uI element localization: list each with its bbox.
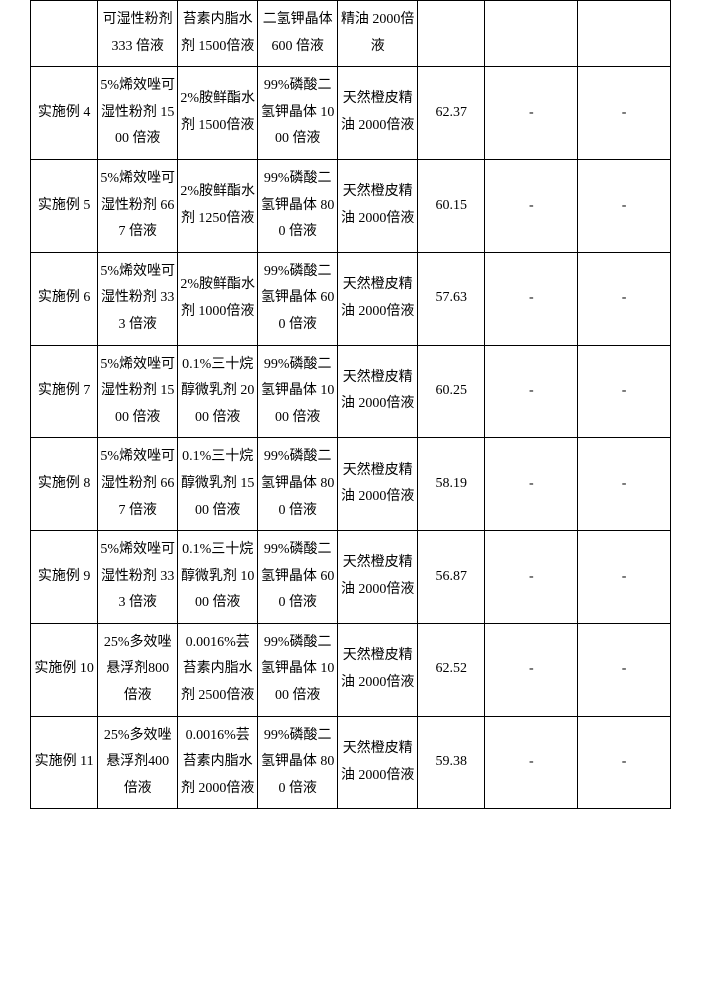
cell-col3: 二氢钾晶体 600 倍液: [258, 1, 338, 67]
cell-col2: 0.1%三十烷醇微乳剂 1000 倍液: [178, 531, 258, 624]
cell-extra1: -: [485, 252, 578, 345]
cell-col3: 99%磷酸二氢钾晶体 1000 倍液: [258, 345, 338, 438]
cell-col3: 99%磷酸二氢钾晶体 1000 倍液: [258, 67, 338, 160]
table-row: 实施例 7 5%烯效唑可湿性粉剂 1500 倍液 0.1%三十烷醇微乳剂 200…: [31, 345, 671, 438]
table-row: 实施例 6 5%烯效唑可湿性粉剂 333 倍液 2%胺鲜酯水剂 1000倍液 9…: [31, 252, 671, 345]
cell-label: 实施例 6: [31, 252, 98, 345]
cell-extra2: -: [578, 438, 671, 531]
cell-col2: 0.0016%芸苔素内脂水剂 2000倍液: [178, 716, 258, 809]
page: 可湿性粉剂 333 倍液 苔素内脂水剂 1500倍液 二氢钾晶体 600 倍液 …: [0, 0, 701, 839]
cell-col4: 天然橙皮精油 2000倍液: [338, 252, 418, 345]
cell-extra1: -: [485, 67, 578, 160]
cell-extra1: -: [485, 531, 578, 624]
cell-label: 实施例 7: [31, 345, 98, 438]
cell-col2: 2%胺鲜酯水剂 1250倍液: [178, 159, 258, 252]
cell-val: 59.38: [418, 716, 485, 809]
table-body: 可湿性粉剂 333 倍液 苔素内脂水剂 1500倍液 二氢钾晶体 600 倍液 …: [31, 1, 671, 809]
cell-col2: 0.0016%芸苔素内脂水剂 2500倍液: [178, 623, 258, 716]
cell-extra1: -: [485, 716, 578, 809]
cell-col3: 99%磷酸二氢钾晶体 1000 倍液: [258, 623, 338, 716]
table-row: 实施例 9 5%烯效唑可湿性粉剂 333 倍液 0.1%三十烷醇微乳剂 1000…: [31, 531, 671, 624]
cell-val: [418, 1, 485, 67]
cell-extra1: -: [485, 623, 578, 716]
cell-extra2: [578, 1, 671, 67]
cell-extra2: -: [578, 345, 671, 438]
cell-col4: 天然橙皮精油 2000倍液: [338, 345, 418, 438]
cell-label: 实施例 11: [31, 716, 98, 809]
cell-col3: 99%磷酸二氢钾晶体 800 倍液: [258, 159, 338, 252]
cell-extra1: -: [485, 345, 578, 438]
cell-label: 实施例 8: [31, 438, 98, 531]
cell-col4: 天然橙皮精油 2000倍液: [338, 67, 418, 160]
cell-col1: 5%烯效唑可湿性粉剂 1500 倍液: [98, 345, 178, 438]
cell-extra2: -: [578, 531, 671, 624]
data-table: 可湿性粉剂 333 倍液 苔素内脂水剂 1500倍液 二氢钾晶体 600 倍液 …: [30, 0, 671, 809]
cell-col3: 99%磷酸二氢钾晶体 600 倍液: [258, 531, 338, 624]
cell-col1: 5%烯效唑可湿性粉剂 667 倍液: [98, 159, 178, 252]
cell-val: 58.19: [418, 438, 485, 531]
cell-val: 60.25: [418, 345, 485, 438]
cell-val: 60.15: [418, 159, 485, 252]
cell-extra1: -: [485, 159, 578, 252]
cell-extra1: -: [485, 438, 578, 531]
cell-label: 实施例 4: [31, 67, 98, 160]
cell-label: 实施例 5: [31, 159, 98, 252]
cell-col1: 5%烯效唑可湿性粉剂 333 倍液: [98, 531, 178, 624]
cell-col2: 0.1%三十烷醇微乳剂 2000 倍液: [178, 345, 258, 438]
cell-col4: 天然橙皮精油 2000倍液: [338, 716, 418, 809]
cell-col4: 天然橙皮精油 2000倍液: [338, 438, 418, 531]
cell-col1: 5%烯效唑可湿性粉剂 333 倍液: [98, 252, 178, 345]
cell-col2: 0.1%三十烷醇微乳剂 1500 倍液: [178, 438, 258, 531]
table-row: 实施例 8 5%烯效唑可湿性粉剂 667 倍液 0.1%三十烷醇微乳剂 1500…: [31, 438, 671, 531]
table-row: 实施例 5 5%烯效唑可湿性粉剂 667 倍液 2%胺鲜酯水剂 1250倍液 9…: [31, 159, 671, 252]
cell-extra2: -: [578, 159, 671, 252]
cell-val: 57.63: [418, 252, 485, 345]
cell-col4: 天然橙皮精油 2000倍液: [338, 159, 418, 252]
cell-col4: 天然橙皮精油 2000倍液: [338, 531, 418, 624]
table-row: 实施例 11 25%多效唑悬浮剂400 倍液 0.0016%芸苔素内脂水剂 20…: [31, 716, 671, 809]
cell-val: 62.37: [418, 67, 485, 160]
cell-extra2: -: [578, 716, 671, 809]
cell-extra2: -: [578, 623, 671, 716]
cell-col3: 99%磷酸二氢钾晶体 800 倍液: [258, 716, 338, 809]
cell-extra2: -: [578, 252, 671, 345]
cell-col2: 苔素内脂水剂 1500倍液: [178, 1, 258, 67]
cell-col1: 5%烯效唑可湿性粉剂 1500 倍液: [98, 67, 178, 160]
cell-extra2: -: [578, 67, 671, 160]
cell-col1: 25%多效唑悬浮剂400 倍液: [98, 716, 178, 809]
cell-col1: 25%多效唑悬浮剂800 倍液: [98, 623, 178, 716]
cell-label: [31, 1, 98, 67]
cell-col4: 精油 2000倍液: [338, 1, 418, 67]
cell-col3: 99%磷酸二氢钾晶体 800 倍液: [258, 438, 338, 531]
table-row: 可湿性粉剂 333 倍液 苔素内脂水剂 1500倍液 二氢钾晶体 600 倍液 …: [31, 1, 671, 67]
cell-extra1: [485, 1, 578, 67]
cell-col2: 2%胺鲜酯水剂 1500倍液: [178, 67, 258, 160]
cell-label: 实施例 9: [31, 531, 98, 624]
cell-col2: 2%胺鲜酯水剂 1000倍液: [178, 252, 258, 345]
cell-val: 62.52: [418, 623, 485, 716]
cell-col4: 天然橙皮精油 2000倍液: [338, 623, 418, 716]
cell-val: 56.87: [418, 531, 485, 624]
cell-col1: 5%烯效唑可湿性粉剂 667 倍液: [98, 438, 178, 531]
table-row: 实施例 4 5%烯效唑可湿性粉剂 1500 倍液 2%胺鲜酯水剂 1500倍液 …: [31, 67, 671, 160]
cell-label: 实施例 10: [31, 623, 98, 716]
cell-col3: 99%磷酸二氢钾晶体 600 倍液: [258, 252, 338, 345]
cell-col1: 可湿性粉剂 333 倍液: [98, 1, 178, 67]
table-row: 实施例 10 25%多效唑悬浮剂800 倍液 0.0016%芸苔素内脂水剂 25…: [31, 623, 671, 716]
